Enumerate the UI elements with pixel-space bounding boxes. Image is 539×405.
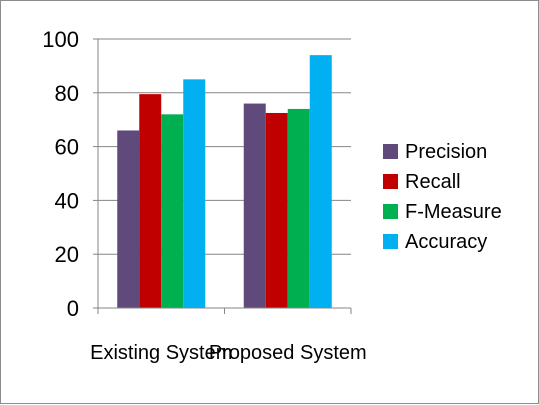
legend-label: Accuracy bbox=[405, 231, 487, 253]
y-tick-label: 0 bbox=[67, 296, 79, 321]
x-category-label: Proposed System bbox=[209, 342, 367, 364]
bar-f-measure-0 bbox=[161, 114, 184, 308]
y-tick-label: 40 bbox=[55, 188, 79, 213]
x-category-label: Existing System bbox=[90, 342, 232, 364]
legend-label: Precision bbox=[405, 141, 487, 163]
legend-swatch bbox=[383, 234, 398, 249]
legend: Precision Recall F-Measure Accuracy bbox=[383, 141, 502, 253]
legend-label: Recall bbox=[405, 171, 461, 193]
legend-swatch bbox=[383, 174, 398, 189]
bar-accuracy-0 bbox=[183, 79, 206, 308]
bar-precision-1 bbox=[243, 103, 266, 308]
legend-swatch bbox=[383, 204, 398, 219]
bar-recall-0 bbox=[139, 94, 162, 309]
y-tick-label: 20 bbox=[55, 242, 79, 267]
y-tick-label: 100 bbox=[42, 27, 79, 52]
legend-label: F-Measure bbox=[405, 201, 502, 223]
bar-recall-1 bbox=[265, 112, 288, 308]
legend-swatch bbox=[383, 144, 398, 159]
y-tick-label: 60 bbox=[55, 135, 79, 160]
bar-f-measure-1 bbox=[287, 108, 310, 308]
y-tick-label: 80 bbox=[55, 81, 79, 106]
bar-accuracy-1 bbox=[309, 55, 332, 308]
bars bbox=[117, 55, 332, 309]
bar-precision-0 bbox=[117, 130, 140, 308]
